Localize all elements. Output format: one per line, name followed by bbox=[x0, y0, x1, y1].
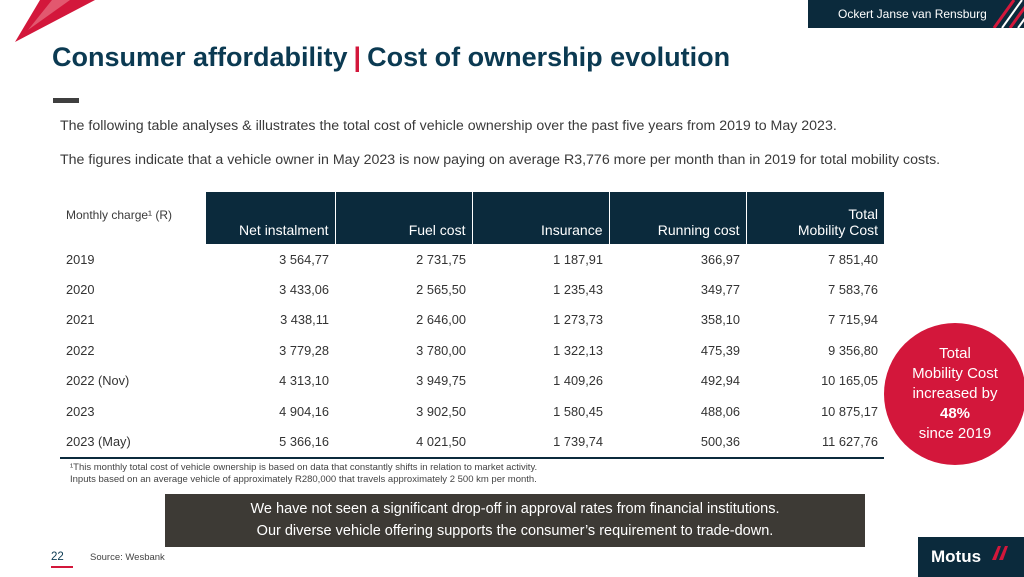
cell-running-cost: 366,97 bbox=[700, 251, 740, 267]
cell-insurance: 1 235,43 bbox=[553, 282, 603, 298]
cell-total: 7 851,40 bbox=[828, 251, 878, 267]
cell-net-instalment: 4 904,16 bbox=[279, 403, 329, 419]
page-title: Consumer affordability | Cost of ownership… bbox=[52, 42, 730, 73]
cell-net-instalment: 3 433,06 bbox=[279, 282, 329, 298]
header-total-line2: Mobility Cost bbox=[797, 222, 878, 238]
badge-line-5: since 2019 bbox=[918, 425, 992, 442]
motus-chevron-icon bbox=[992, 546, 1008, 560]
banner-line-2: Our diverse vehicle offering supports th… bbox=[256, 523, 774, 539]
page-number: 22 bbox=[51, 551, 64, 563]
table-row: 2020 3 433,06 2 565,50 1 235,43 349,77 7… bbox=[60, 274, 884, 304]
cell-running-cost: 500,36 bbox=[609, 426, 746, 459]
title-underline bbox=[53, 98, 79, 103]
cost-table: Monthly charge¹ (R) Net instalment Fuel … bbox=[60, 192, 884, 459]
presenter-bar: Ockert Janse van Rensburg bbox=[808, 0, 1024, 28]
footnote-line-2: Inputs based on an average vehicle of ap… bbox=[70, 474, 537, 485]
cell-running-cost: 492,94 bbox=[700, 373, 740, 389]
cell-net-instalment: 4 313,10 bbox=[279, 373, 329, 389]
cell-fuel-cost: 2 565,50 bbox=[416, 282, 466, 298]
header-total-mobility-cost: Total Mobility Cost bbox=[745, 192, 884, 244]
cell-period: 2022 bbox=[66, 342, 95, 358]
cell-fuel-cost: 3 949,75 bbox=[416, 373, 466, 389]
stripes-decoration-icon bbox=[984, 0, 1024, 28]
cell-insurance: 1 187,91 bbox=[553, 251, 603, 267]
banner-line-1: We have not seen a significant drop-off … bbox=[250, 501, 780, 517]
cell-total: 7 583,76 bbox=[828, 282, 878, 298]
table-row: 2023 4 904,16 3 902,50 1 580,45 488,06 1… bbox=[60, 396, 884, 426]
presenter-name: Ockert Janse van Rensburg bbox=[838, 7, 987, 21]
cell-running-cost: 349,77 bbox=[700, 282, 740, 298]
cell-fuel-cost: 2 646,00 bbox=[416, 312, 466, 328]
logo-text: Motus bbox=[931, 547, 982, 566]
badge-line-1: Total bbox=[939, 345, 971, 362]
cell-running-cost: 475,39 bbox=[700, 342, 740, 358]
badge-percentage: 48% bbox=[939, 405, 971, 422]
footnote-line-1: ¹This monthly total cost of vehicle owne… bbox=[70, 462, 538, 473]
header-insurance: Insurance bbox=[471, 192, 609, 244]
cell-period: 2023 (May) bbox=[60, 426, 205, 459]
cell-fuel-cost: 2 731,75 bbox=[416, 251, 466, 267]
table-header-row: Monthly charge¹ (R) Net instalment Fuel … bbox=[60, 192, 884, 244]
cell-period: 2021 bbox=[66, 312, 95, 328]
title-separator: | bbox=[353, 42, 362, 72]
source-note: Source: Wesbank bbox=[90, 552, 165, 563]
cell-total: 7 715,94 bbox=[828, 312, 878, 328]
corner-decoration-icon bbox=[0, 0, 95, 42]
table-footnote: ¹This monthly total cost of vehicle owne… bbox=[70, 462, 537, 486]
badge-line-2: Mobility Cost bbox=[912, 365, 998, 382]
header-running-cost: Running cost bbox=[608, 192, 746, 244]
header-total-line1: Total bbox=[848, 206, 878, 222]
table-row: 2022 (Nov) 4 313,10 3 949,75 1 409,26 49… bbox=[60, 366, 884, 396]
cell-total: 9 356,80 bbox=[828, 342, 878, 358]
cell-insurance: 1 580,45 bbox=[553, 403, 603, 419]
cell-period: 2022 (Nov) bbox=[66, 373, 130, 389]
cell-net-instalment: 5 366,16 bbox=[205, 426, 335, 459]
cell-net-instalment: 3 779,28 bbox=[279, 342, 329, 358]
cell-period: 2020 bbox=[66, 282, 95, 298]
intro-paragraph-2: The figures indicate that a vehicle owne… bbox=[60, 152, 941, 168]
cell-insurance: 1 273,73 bbox=[553, 312, 603, 328]
cell-total: 10 165,05 bbox=[821, 373, 878, 389]
title-left: Consumer affordability bbox=[52, 42, 348, 72]
cell-period: 2023 bbox=[66, 403, 95, 419]
table-row: 2023 (May) 5 366,16 4 021,50 1 739,74 50… bbox=[60, 426, 884, 459]
table-row: 2019 3 564,77 2 731,75 1 187,91 366,97 7… bbox=[60, 244, 884, 274]
cell-insurance: 1 739,74 bbox=[472, 426, 609, 459]
table-row: 2021 3 438,11 2 646,00 1 273,73 358,10 7… bbox=[60, 305, 884, 335]
page-number-underline bbox=[51, 566, 73, 568]
table-row: 2022 3 779,28 3 780,00 1 322,13 475,39 9… bbox=[60, 335, 884, 365]
header-fuel-cost: Fuel cost bbox=[334, 192, 472, 244]
header-monthly-charge: Monthly charge¹ (R) bbox=[60, 192, 205, 244]
cell-net-instalment: 3 564,77 bbox=[279, 251, 329, 267]
cell-total: 11 627,76 bbox=[746, 426, 884, 459]
cell-net-instalment: 3 438,11 bbox=[280, 312, 329, 328]
motus-logo: Motus bbox=[918, 537, 1024, 577]
key-message-banner: We have not seen a significant drop-off … bbox=[165, 494, 865, 547]
cell-total: 10 875,17 bbox=[821, 403, 878, 419]
cell-insurance: 1 322,13 bbox=[553, 342, 603, 358]
title-right: Cost of ownership evolution bbox=[367, 42, 731, 72]
cell-fuel-cost: 3 902,50 bbox=[416, 403, 466, 419]
cell-running-cost: 488,06 bbox=[700, 403, 740, 419]
cell-fuel-cost: 4 021,50 bbox=[335, 426, 472, 459]
cell-insurance: 1 409,26 bbox=[553, 373, 603, 389]
intro-paragraph-1: The following table analyses & illustrat… bbox=[60, 118, 837, 134]
cell-running-cost: 358,10 bbox=[700, 312, 740, 328]
increase-badge: Total Mobility Cost increased by 48% sin… bbox=[884, 323, 1024, 465]
cell-fuel-cost: 3 780,00 bbox=[416, 342, 466, 358]
badge-line-3: increased by bbox=[912, 385, 998, 402]
cell-period: 2019 bbox=[66, 251, 95, 267]
header-net-instalment: Net instalment bbox=[204, 192, 335, 244]
